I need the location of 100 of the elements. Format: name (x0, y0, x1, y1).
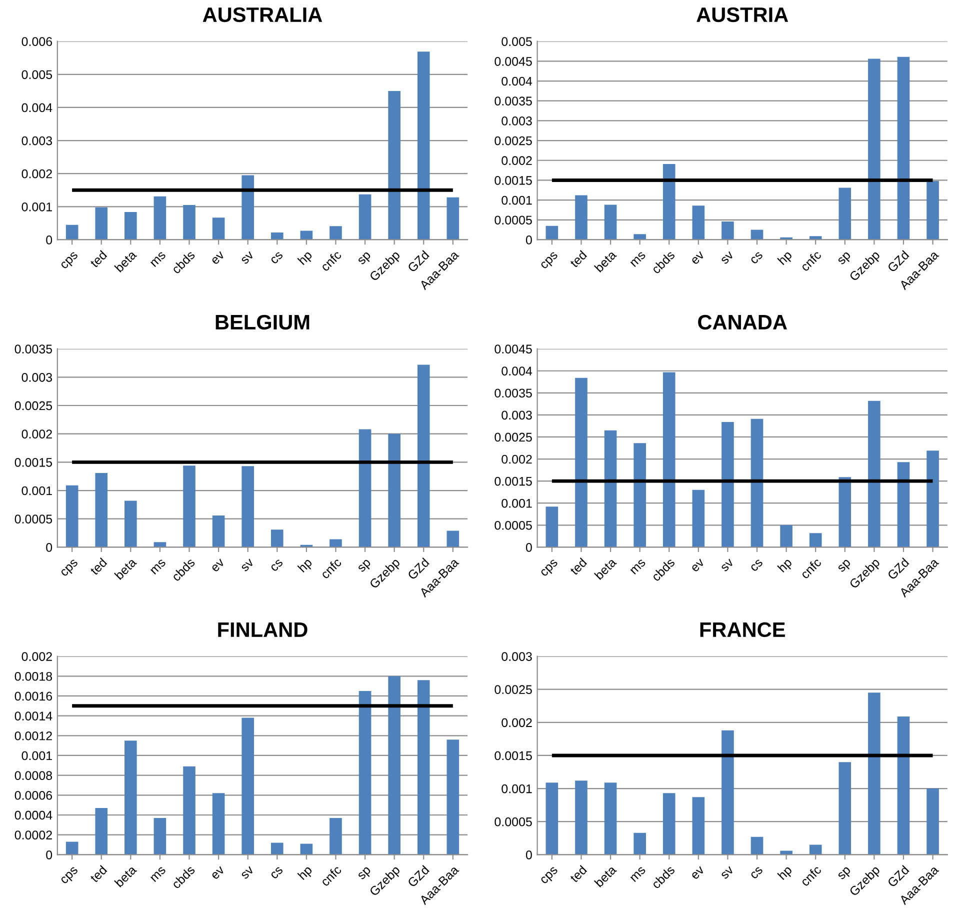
bar (926, 450, 939, 548)
x-tick-label: cnfc (320, 864, 342, 887)
bar (242, 718, 254, 855)
y-tick-label: 0.004 (502, 76, 532, 86)
y-tick-label: 0.001 (22, 202, 52, 212)
bar (242, 175, 254, 240)
y-tick-label: 0.003 (502, 410, 532, 420)
x-tick-label: cs (750, 866, 764, 880)
bar (809, 844, 822, 855)
bar (662, 372, 676, 548)
y-tick-label: 0.0014 (14, 712, 52, 720)
y-tick-label: 0.002 (502, 718, 532, 728)
bar (124, 500, 137, 548)
y-tick-label: 0.001 (502, 498, 532, 508)
bar (417, 680, 430, 855)
y-tick-label: 0.0002 (14, 830, 52, 840)
bar (183, 205, 196, 240)
bar (212, 793, 225, 855)
chart-title: AUSTRALIA (202, 7, 322, 22)
y-tick-label: 0.0025 (494, 432, 532, 442)
x-tick-label: sp (837, 251, 853, 267)
bar (358, 691, 372, 855)
bar (868, 400, 880, 548)
x-tick-label: ted (569, 250, 588, 268)
x-tick-label: beta (114, 864, 138, 888)
x-tick-label: hp (297, 557, 314, 574)
bar (546, 506, 558, 548)
y-tick-label: 0.002 (22, 169, 52, 178)
x-tick-label: ted (89, 250, 108, 268)
y-tick-label: 0 (46, 850, 52, 860)
y-tick-label: 0.0035 (494, 388, 532, 398)
bar (242, 466, 254, 548)
bar (868, 58, 880, 240)
bar (66, 224, 78, 240)
y-tick-label: 0.0015 (494, 176, 532, 185)
bar (604, 782, 617, 855)
bar (634, 443, 646, 548)
x-tick-label: hp (297, 864, 314, 882)
x-tick-label: ms (150, 558, 166, 575)
y-tick-label: 0.0008 (14, 771, 52, 780)
bar (546, 226, 558, 240)
bar (358, 429, 372, 548)
y-tick-label: 0.003 (502, 116, 532, 126)
bar (154, 196, 166, 240)
x-tick-label: ted (569, 557, 588, 576)
y-tick-label: 0.004 (22, 103, 52, 112)
chart-title: CANADA (698, 314, 787, 330)
x-tick-label: beta (114, 249, 138, 273)
y-tick-label: 0.0025 (14, 401, 52, 410)
bar (575, 195, 588, 240)
x-tick-label: ms (630, 558, 646, 575)
bar (154, 818, 166, 855)
bar (722, 221, 734, 240)
y-tick-label: 0.004 (502, 366, 532, 376)
x-tick-label: cps (60, 558, 80, 579)
bar (388, 90, 400, 240)
x-tick-label: ev (211, 866, 226, 880)
x-tick-label: cps (60, 866, 80, 886)
bar (897, 462, 910, 548)
x-tick-label: sv (720, 866, 734, 880)
x-tick-label: cs (750, 558, 764, 572)
bar (634, 832, 646, 855)
x-tick-label: cbds (650, 864, 676, 890)
bar (662, 164, 676, 240)
y-tick-label: 0.002 (22, 652, 52, 661)
x-tick-label: sv (720, 251, 734, 265)
bar (446, 197, 460, 240)
bar (546, 782, 558, 855)
bar (722, 730, 734, 855)
bar (212, 515, 225, 548)
bar (750, 418, 764, 548)
x-tick-label: beta (594, 864, 618, 888)
x-tick-label: cs (270, 251, 284, 264)
bar (417, 52, 430, 240)
y-tick-label: 0.0015 (494, 476, 532, 486)
y-tick-label: 0.002 (22, 430, 52, 438)
chart-title: BELGIUM (216, 314, 310, 330)
y-tick-label: 0.001 (22, 486, 52, 496)
y-tick-label: 0.003 (22, 372, 52, 382)
x-tick-label: sv (240, 558, 254, 572)
bar (926, 788, 939, 855)
bar (330, 226, 342, 240)
bar (662, 793, 676, 855)
x-tick-label: sp (358, 866, 373, 882)
x-tick-label: ms (150, 866, 166, 882)
x-tick-label: cnfc (320, 250, 342, 272)
bar (809, 533, 822, 548)
bar (446, 740, 460, 855)
y-tick-label: 0.0004 (14, 810, 52, 820)
x-tick-label: ted (89, 864, 108, 884)
bar (270, 530, 284, 548)
x-tick-label: sv (240, 866, 254, 880)
bar (780, 850, 792, 855)
x-tick-label: ted (569, 864, 588, 884)
x-tick-label: cnfc (320, 557, 342, 580)
y-tick-label: 0.005 (22, 70, 52, 80)
x-tick-label: ms (630, 866, 646, 882)
bar (926, 181, 939, 240)
bar (388, 434, 400, 548)
x-tick-label: cnfc (800, 557, 822, 580)
